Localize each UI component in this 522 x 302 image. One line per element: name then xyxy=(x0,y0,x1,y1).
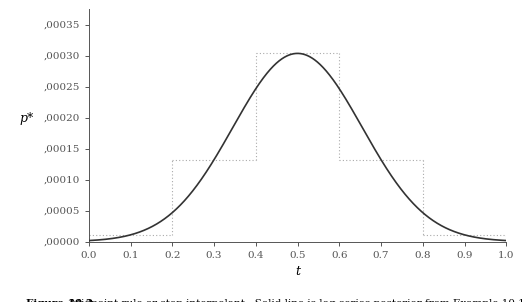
Text: Midpoint rule or step interpolant.  Solid line is log-series posterior from Exam: Midpoint rule or step interpolant. Solid… xyxy=(64,299,522,302)
Y-axis label: p*: p* xyxy=(19,112,34,125)
Text: Figure 10.2.: Figure 10.2. xyxy=(26,299,97,302)
X-axis label: t: t xyxy=(295,265,300,278)
